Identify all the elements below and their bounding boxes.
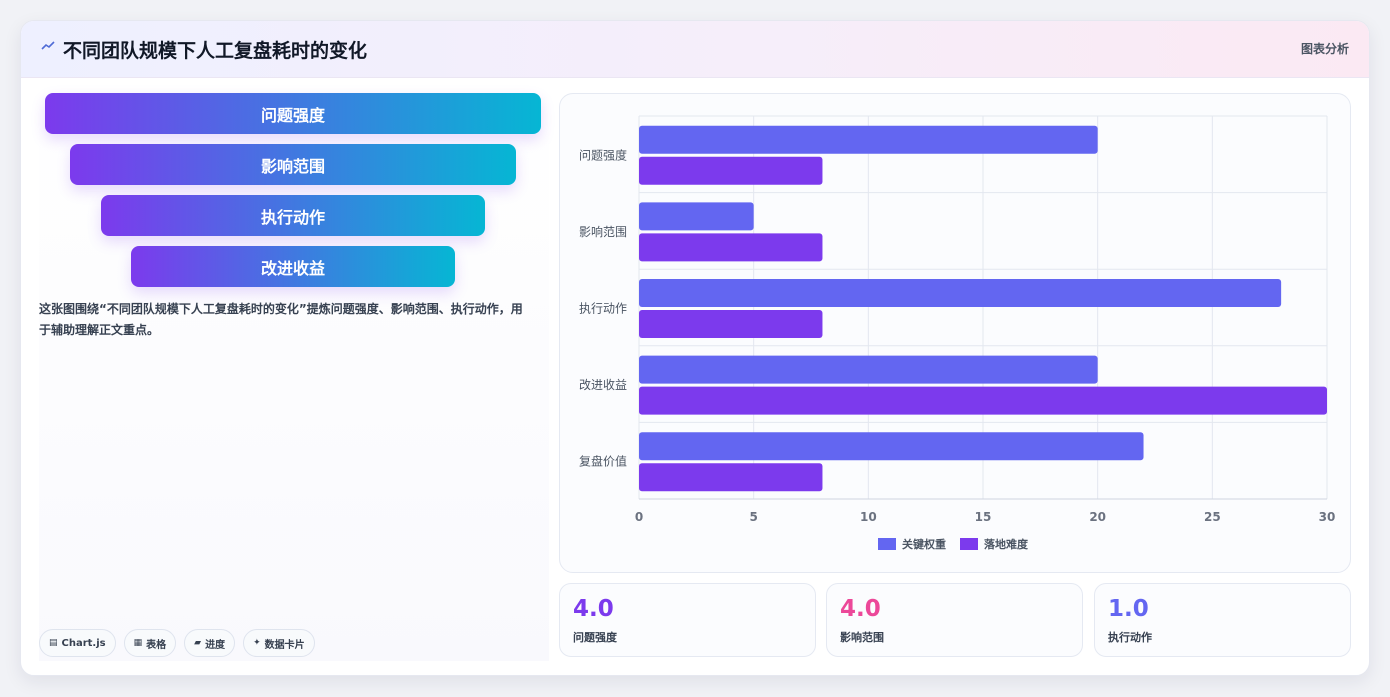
bar-key-weight (639, 202, 754, 231)
stat-label: 执行动作 (1108, 631, 1152, 644)
stat-card-problem-intensity: 4.0 问题强度 (559, 583, 816, 657)
x-tick-label: 0 (635, 510, 643, 524)
bar-key-weight (639, 432, 1144, 461)
bar-difficulty (639, 156, 823, 185)
bar-difficulty (639, 233, 823, 262)
x-tick-label: 30 (1319, 510, 1336, 524)
page-title: 不同团队规模下人工复盘耗时的变化 (63, 40, 368, 62)
funnel-item: 执行动作 (101, 195, 485, 236)
chart-description: 这张图围绕“不同团队规模下人工复盘耗时的变化”提炼问题强度、影响范围、执行动作，… (39, 302, 523, 337)
x-tick-label: 15 (975, 510, 992, 524)
stat-value: 4.0 (840, 596, 881, 622)
funnel-item: 改进收益 (131, 246, 455, 287)
sparkle-icon: ✦ (253, 638, 261, 648)
progress-icon: ▰ (194, 638, 202, 648)
y-tick-label: 问题强度 (579, 147, 627, 162)
y-tick-label: 影响范围 (579, 224, 627, 239)
chip-chartjs[interactable]: ▤ Chart.js (39, 629, 116, 657)
chip-progress[interactable]: ▰ 进度 (184, 629, 236, 657)
bar-key-weight (639, 125, 1098, 154)
bar-key-weight (639, 355, 1098, 384)
chart-card: 不同团队规模下人工复盘耗时的变化 图表分析 问题强度 影响范围 执行动作 改进收… (20, 20, 1370, 676)
x-tick-label: 10 (860, 510, 877, 524)
card-header: 不同团队规模下人工复盘耗时的变化 图表分析 (21, 21, 1369, 78)
y-tick-label: 改进收益 (579, 378, 627, 392)
stat-label: 问题强度 (573, 631, 617, 644)
chart-icon: ▤ (49, 638, 58, 648)
x-tick-label: 25 (1204, 510, 1221, 524)
bar-difficulty (639, 386, 1327, 415)
legend-label: 关键权重 (902, 537, 946, 551)
chip-table[interactable]: ▦ 表格 (123, 629, 177, 657)
bar-key-weight (639, 279, 1282, 307)
left-panel: 问题强度 影响范围 执行动作 改进收益 (39, 91, 549, 661)
trend-icon (41, 39, 55, 57)
chip-label: 表格 (146, 639, 167, 651)
chip-label: 进度 (205, 639, 226, 651)
x-tick-label: 5 (749, 510, 757, 524)
y-tick-label: 执行动作 (579, 302, 627, 316)
legend-label: 落地难度 (984, 537, 1029, 551)
chip-data-card[interactable]: ✦ 数据卡片 (243, 629, 315, 657)
x-tick-label: 20 (1089, 510, 1106, 524)
stat-value: 4.0 (573, 596, 614, 622)
stat-label: 影响范围 (840, 631, 884, 644)
chip-label: Chart.js (61, 637, 106, 649)
feature-chips: ▤ Chart.js ▦ 表格 ▰ 进度 ✦ 数据卡片 (39, 629, 315, 657)
y-tick-label: 复盘价值 (579, 454, 627, 469)
stat-value: 1.0 (1108, 596, 1149, 622)
funnel-item: 影响范围 (70, 144, 516, 185)
table-icon: ▦ (133, 638, 143, 648)
stat-card-impact-scope: 4.0 影响范围 (826, 583, 1083, 657)
bar-difficulty (639, 463, 823, 492)
funnel-item: 问题强度 (45, 93, 541, 134)
bar-chart-panel: 问题强度影响范围执行动作改进收益复盘价值 0 5 10 15 20 25 30 关键权重 落地难度 (559, 93, 1351, 573)
chart-analysis-tag: 图表分析 (1300, 42, 1349, 56)
chip-label: 数据卡片 (264, 639, 305, 651)
bar-difficulty (639, 310, 823, 338)
stat-card-execution: 1.0 执行动作 (1094, 583, 1351, 657)
legend-swatch (960, 538, 978, 550)
legend-swatch (878, 538, 896, 550)
